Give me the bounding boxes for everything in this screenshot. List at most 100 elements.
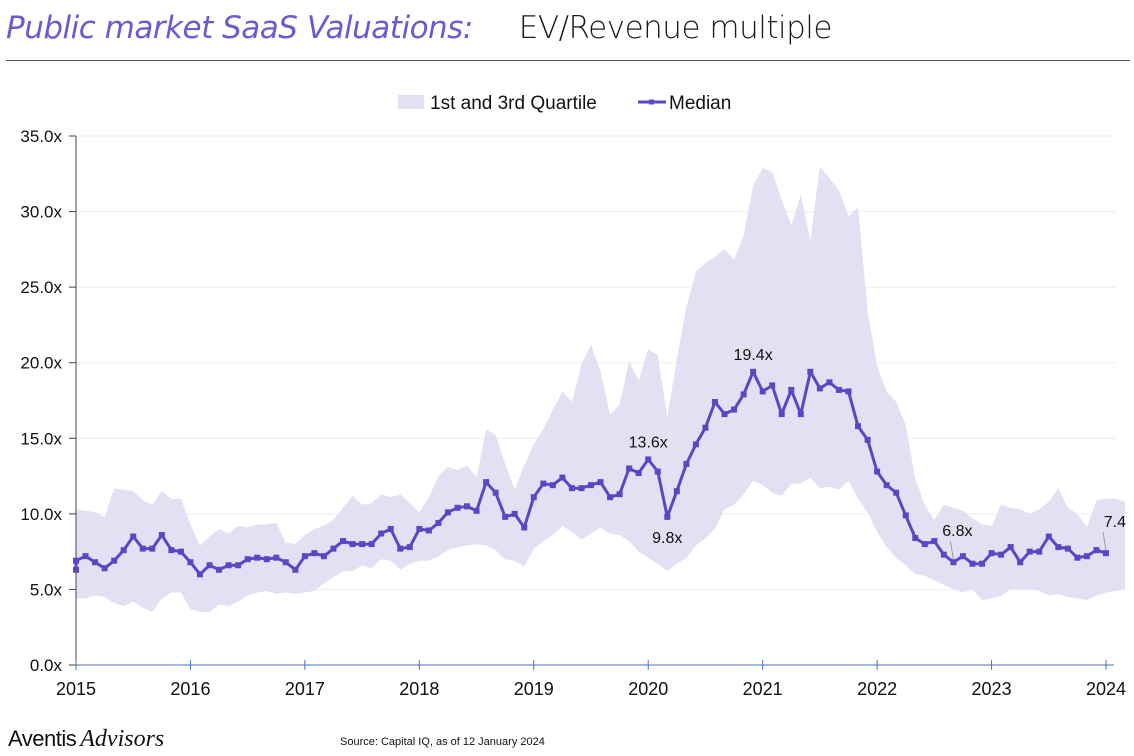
- median-marker: [540, 480, 547, 487]
- data-label: 19.4x: [734, 347, 773, 364]
- median-marker: [521, 524, 528, 531]
- median-marker: [473, 507, 480, 514]
- brand-logo: Aventis Advisors: [8, 726, 164, 753]
- brand-logo-part2: Advisors: [80, 726, 165, 752]
- median-marker: [92, 559, 99, 566]
- median-marker: [588, 482, 594, 489]
- median-marker: [807, 368, 814, 375]
- median-marker: [845, 388, 852, 395]
- data-label: 13.6x: [629, 434, 668, 451]
- median-marker: [158, 532, 165, 539]
- median-marker: [1083, 553, 1090, 560]
- y-tick-label: 10.0x: [20, 505, 62, 524]
- median-marker: [959, 553, 966, 560]
- median-marker: [216, 566, 223, 573]
- y-tick-label: 25.0x: [20, 278, 62, 297]
- y-tick-label: 20.0x: [20, 354, 62, 373]
- data-label: 7.4: [1104, 514, 1126, 531]
- title-divider: [6, 60, 1130, 61]
- median-marker: [549, 482, 556, 489]
- median-marker: [502, 513, 509, 520]
- median-marker: [607, 494, 614, 501]
- median-marker: [635, 470, 642, 477]
- median-marker: [1103, 550, 1109, 557]
- annotation-leader: [1102, 532, 1107, 551]
- median-marker: [416, 525, 423, 532]
- median-marker: [626, 465, 633, 472]
- median-marker: [788, 386, 795, 393]
- median-marker: [731, 406, 738, 413]
- x-tick-label: 2020: [628, 679, 668, 699]
- median-marker: [511, 510, 518, 517]
- median-marker: [769, 382, 776, 389]
- median-marker: [835, 386, 842, 393]
- chart-title: Public market SaaS Valuations:: [6, 10, 473, 46]
- median-marker: [721, 411, 728, 418]
- x-tick-label: 2021: [743, 679, 783, 699]
- median-marker: [902, 512, 909, 519]
- x-tick-label: 2015: [56, 679, 96, 699]
- median-marker: [82, 553, 89, 560]
- median-series: [73, 368, 1109, 578]
- median-marker: [874, 468, 881, 475]
- data-label: 9.8x: [652, 530, 682, 547]
- median-marker: [177, 548, 184, 555]
- median-marker: [273, 554, 280, 561]
- y-tick-label: 35.0x: [20, 127, 62, 146]
- median-marker: [378, 530, 385, 537]
- median-marker: [282, 559, 289, 566]
- median-marker: [196, 571, 203, 578]
- legend-swatch-quartile: [398, 95, 424, 109]
- median-marker: [111, 557, 118, 564]
- median-marker: [359, 541, 366, 548]
- legend-swatch-median-marker: [649, 99, 654, 105]
- median-marker: [931, 538, 938, 545]
- median-marker: [406, 544, 413, 551]
- median-marker: [1045, 533, 1052, 540]
- median-marker: [425, 527, 432, 534]
- median-marker: [254, 554, 261, 561]
- median-marker: [940, 551, 947, 558]
- median-marker: [225, 562, 232, 569]
- x-tick-label: 2018: [399, 679, 439, 699]
- median-marker: [311, 550, 318, 557]
- median-marker: [1055, 544, 1062, 551]
- median-marker: [988, 550, 995, 557]
- median-marker: [750, 368, 757, 375]
- median-marker: [711, 399, 718, 406]
- median-marker: [950, 559, 957, 566]
- median-marker: [397, 545, 404, 552]
- median-marker: [1074, 554, 1081, 561]
- annotation-leader: [949, 541, 954, 560]
- axes: 0.0x 5.0x 10.0x 15.0x 20.0x 25.0x 30.0x 35.0x 20…: [20, 127, 1126, 699]
- median-marker: [387, 525, 394, 532]
- median-marker: [263, 556, 270, 563]
- chart-title-row: Public market SaaS Valuations: EV/Revenue…: [6, 10, 832, 56]
- median-marker: [244, 556, 251, 563]
- x-tick-label: 2023: [972, 679, 1012, 699]
- median-marker: [483, 479, 490, 486]
- median-marker: [320, 553, 327, 560]
- median-marker: [149, 545, 156, 552]
- median-marker: [578, 485, 585, 492]
- x-tick-label: 2017: [285, 679, 325, 699]
- chart: 1st and 3rd Quartile Median 0.0x 5.0x 10.0…: [20, 93, 1126, 699]
- data-label: 6.8x: [942, 523, 972, 540]
- x-tick-label: 2016: [170, 679, 210, 699]
- median-marker: [645, 456, 652, 463]
- median-marker: [1064, 545, 1071, 552]
- median-marker: [330, 545, 337, 552]
- median-marker: [664, 513, 671, 520]
- median-marker: [683, 460, 690, 467]
- brand-logo-part1: Aventis: [8, 726, 77, 751]
- chart-subtitle: EV/Revenue multiple: [518, 10, 833, 46]
- median-marker: [883, 482, 890, 489]
- median-marker: [530, 494, 537, 501]
- median-marker: [759, 388, 766, 395]
- median-marker: [464, 503, 471, 510]
- median-marker: [206, 562, 213, 569]
- median-marker: [101, 565, 108, 572]
- median-marker: [692, 441, 699, 448]
- median-marker: [368, 541, 375, 548]
- median-marker: [292, 566, 299, 573]
